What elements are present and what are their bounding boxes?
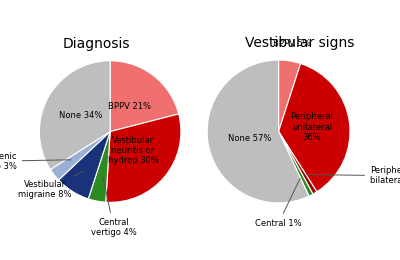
Wedge shape: [278, 132, 313, 196]
Text: Peripheral
unilateral
36%: Peripheral unilateral 36%: [290, 112, 333, 142]
Text: Psychogenic
vertigo 3%: Psychogenic vertigo 3%: [0, 152, 71, 171]
Text: BPPV 5%: BPPV 5%: [273, 39, 311, 48]
Wedge shape: [278, 60, 301, 132]
Wedge shape: [207, 60, 309, 203]
Text: BPPV 21%: BPPV 21%: [108, 102, 151, 111]
Wedge shape: [50, 132, 110, 180]
Title: Diagnosis: Diagnosis: [62, 37, 130, 51]
Wedge shape: [278, 63, 350, 192]
Text: Central 1%: Central 1%: [255, 179, 302, 228]
Text: None 34%: None 34%: [59, 111, 102, 120]
Title: Vestibular signs: Vestibular signs: [245, 36, 355, 50]
Wedge shape: [106, 114, 181, 202]
Wedge shape: [58, 132, 110, 199]
Text: Vestibular
neuritis or
hydrop 30%: Vestibular neuritis or hydrop 30%: [108, 136, 158, 165]
Text: None 57%: None 57%: [228, 134, 271, 142]
Wedge shape: [110, 61, 179, 132]
Text: Central
vertigo 4%: Central vertigo 4%: [91, 176, 136, 237]
Text: Vestibular
migraine 8%: Vestibular migraine 8%: [18, 172, 83, 199]
Wedge shape: [278, 132, 317, 194]
Text: Peripheral
bilateral 1%: Peripheral bilateral 1%: [307, 166, 400, 185]
Wedge shape: [39, 61, 110, 170]
Wedge shape: [88, 132, 110, 202]
